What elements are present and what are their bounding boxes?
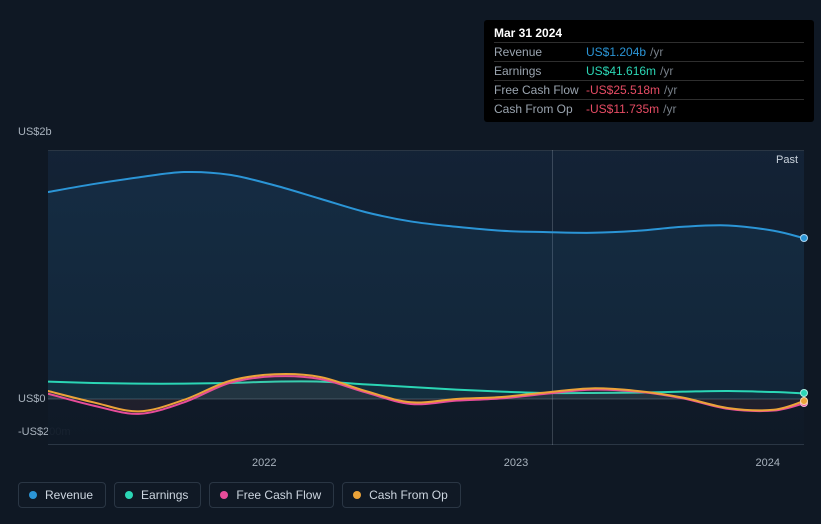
legend-label: Free Cash Flow [236, 488, 321, 502]
legend-item[interactable]: Free Cash Flow [209, 482, 334, 508]
y-tick-zero: US$0 [18, 393, 46, 405]
legend-label: Earnings [141, 488, 188, 502]
hover-tooltip: Mar 31 2024 RevenueUS$1.204b/yrEarningsU… [484, 20, 814, 122]
tooltip-row: Free Cash Flow-US$25.518m/yr [494, 80, 804, 99]
legend-dot-icon [125, 491, 133, 499]
tooltip-title: Mar 31 2024 [494, 26, 804, 42]
tooltip-row-label: Cash From Op [494, 102, 586, 116]
plot-area[interactable]: Past [48, 150, 804, 445]
tooltip-row-label: Earnings [494, 64, 586, 78]
tooltip-row-value: US$41.616m [586, 64, 656, 78]
tooltip-row-value: -US$11.735m [586, 102, 659, 116]
legend-label: Revenue [45, 488, 93, 502]
chart-legend: Revenue Earnings Free Cash Flow Cash From O… [18, 482, 461, 508]
series-end-dot [800, 397, 808, 405]
tooltip-row-unit: /yr [663, 102, 676, 116]
tooltip-row-label: Revenue [494, 45, 586, 59]
legend-dot-icon [353, 491, 361, 499]
tooltip-row-value: -US$25.518m [586, 83, 660, 97]
tooltip-row-value: US$1.204b [586, 45, 646, 59]
x-tick: 2022 [252, 457, 276, 469]
tooltip-row-unit: /yr [650, 45, 663, 59]
tooltip-row-unit: /yr [664, 83, 677, 97]
legend-dot-icon [29, 491, 37, 499]
x-tick: 2023 [504, 457, 528, 469]
chart-lines [48, 150, 804, 445]
tooltip-row: Cash From Op-US$11.735m/yr [494, 99, 804, 118]
legend-dot-icon [220, 491, 228, 499]
legend-item[interactable]: Cash From Op [342, 482, 461, 508]
x-tick: 2024 [755, 457, 779, 469]
tooltip-row: EarningsUS$41.616m/yr [494, 61, 804, 80]
tooltip-row-label: Free Cash Flow [494, 83, 586, 97]
financials-chart: US$2b US$0 -US$200m Past 202220232024 Ma… [18, 0, 804, 445]
legend-label: Cash From Op [369, 488, 448, 502]
series-end-dot [800, 234, 808, 242]
legend-item[interactable]: Earnings [114, 482, 201, 508]
legend-item[interactable]: Revenue [18, 482, 106, 508]
tooltip-row: RevenueUS$1.204b/yr [494, 42, 804, 61]
tooltip-row-unit: /yr [660, 64, 673, 78]
y-tick-top: US$2b [18, 126, 52, 138]
